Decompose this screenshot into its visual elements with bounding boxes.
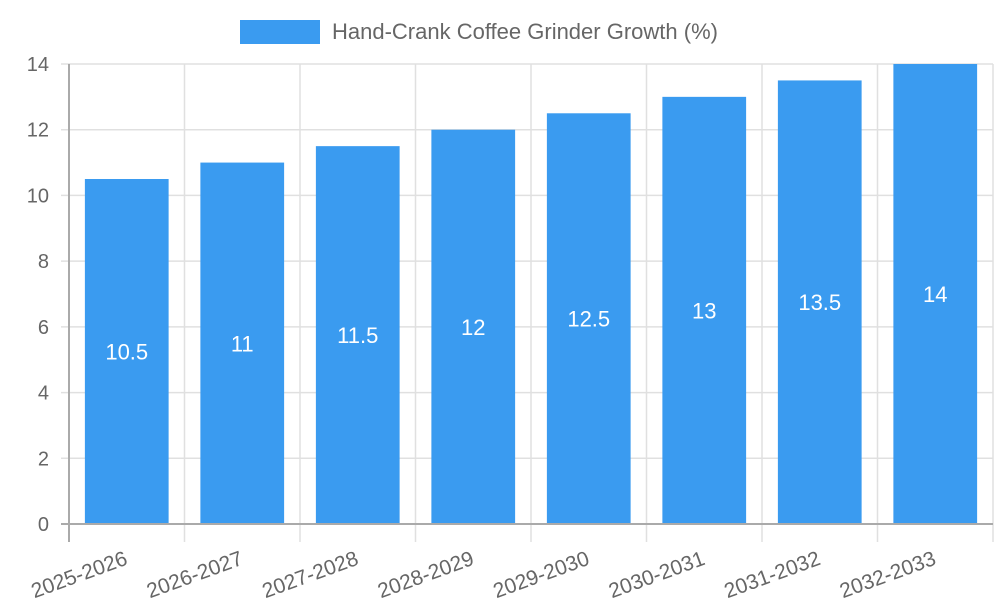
bars: [84, 64, 978, 525]
x-tick-label: 2025-2026: [28, 547, 130, 600]
bar-value-label: 12.5: [567, 307, 610, 332]
bar-value-label: 13: [692, 298, 716, 323]
bar[interactable]: [777, 80, 862, 524]
bar[interactable]: [546, 113, 631, 525]
bar[interactable]: [893, 64, 978, 524]
data-labels: 10.5 11 11.5 12 12.5 13 13.5 14: [105, 282, 947, 365]
x-tick-label: 2030-2031: [606, 547, 708, 600]
bar[interactable]: [662, 96, 747, 524]
y-tick-label: 10: [27, 185, 49, 207]
x-tick-label: 2027-2028: [259, 547, 361, 600]
bar-value-label: 10.5: [105, 340, 148, 365]
legend-swatch: [240, 20, 320, 44]
y-tick-label: 12: [27, 120, 49, 142]
x-tick-label: 2032-2033: [837, 547, 939, 600]
y-tick-label: 0: [38, 514, 49, 536]
y-tick-label: 4: [38, 383, 49, 405]
bar-value-label: 14: [923, 282, 947, 307]
bar-value-label: 11: [231, 331, 254, 356]
bar-value-label: 11.5: [337, 323, 378, 348]
x-tick-label: 2029-2030: [490, 547, 592, 600]
bar-value-label: 12: [461, 315, 485, 340]
y-tick-label: 6: [38, 317, 49, 339]
legend-label: Hand-Crank Coffee Grinder Growth (%): [332, 19, 718, 44]
bar-value-label: 13.5: [798, 290, 841, 315]
x-tick-label: 2028-2029: [375, 547, 477, 600]
y-tick-label: 8: [38, 251, 49, 273]
bar[interactable]: [200, 162, 285, 525]
x-tick-label: 2031-2032: [721, 547, 823, 600]
y-tick-label: 14: [27, 54, 49, 76]
bar[interactable]: [431, 129, 516, 524]
chart-legend[interactable]: Hand-Crank Coffee Grinder Growth (%): [240, 19, 718, 45]
bar[interactable]: [315, 146, 400, 524]
x-tick-label: 2026-2027: [144, 547, 246, 600]
y-tick-label: 2: [38, 448, 49, 470]
bar[interactable]: [84, 179, 169, 524]
